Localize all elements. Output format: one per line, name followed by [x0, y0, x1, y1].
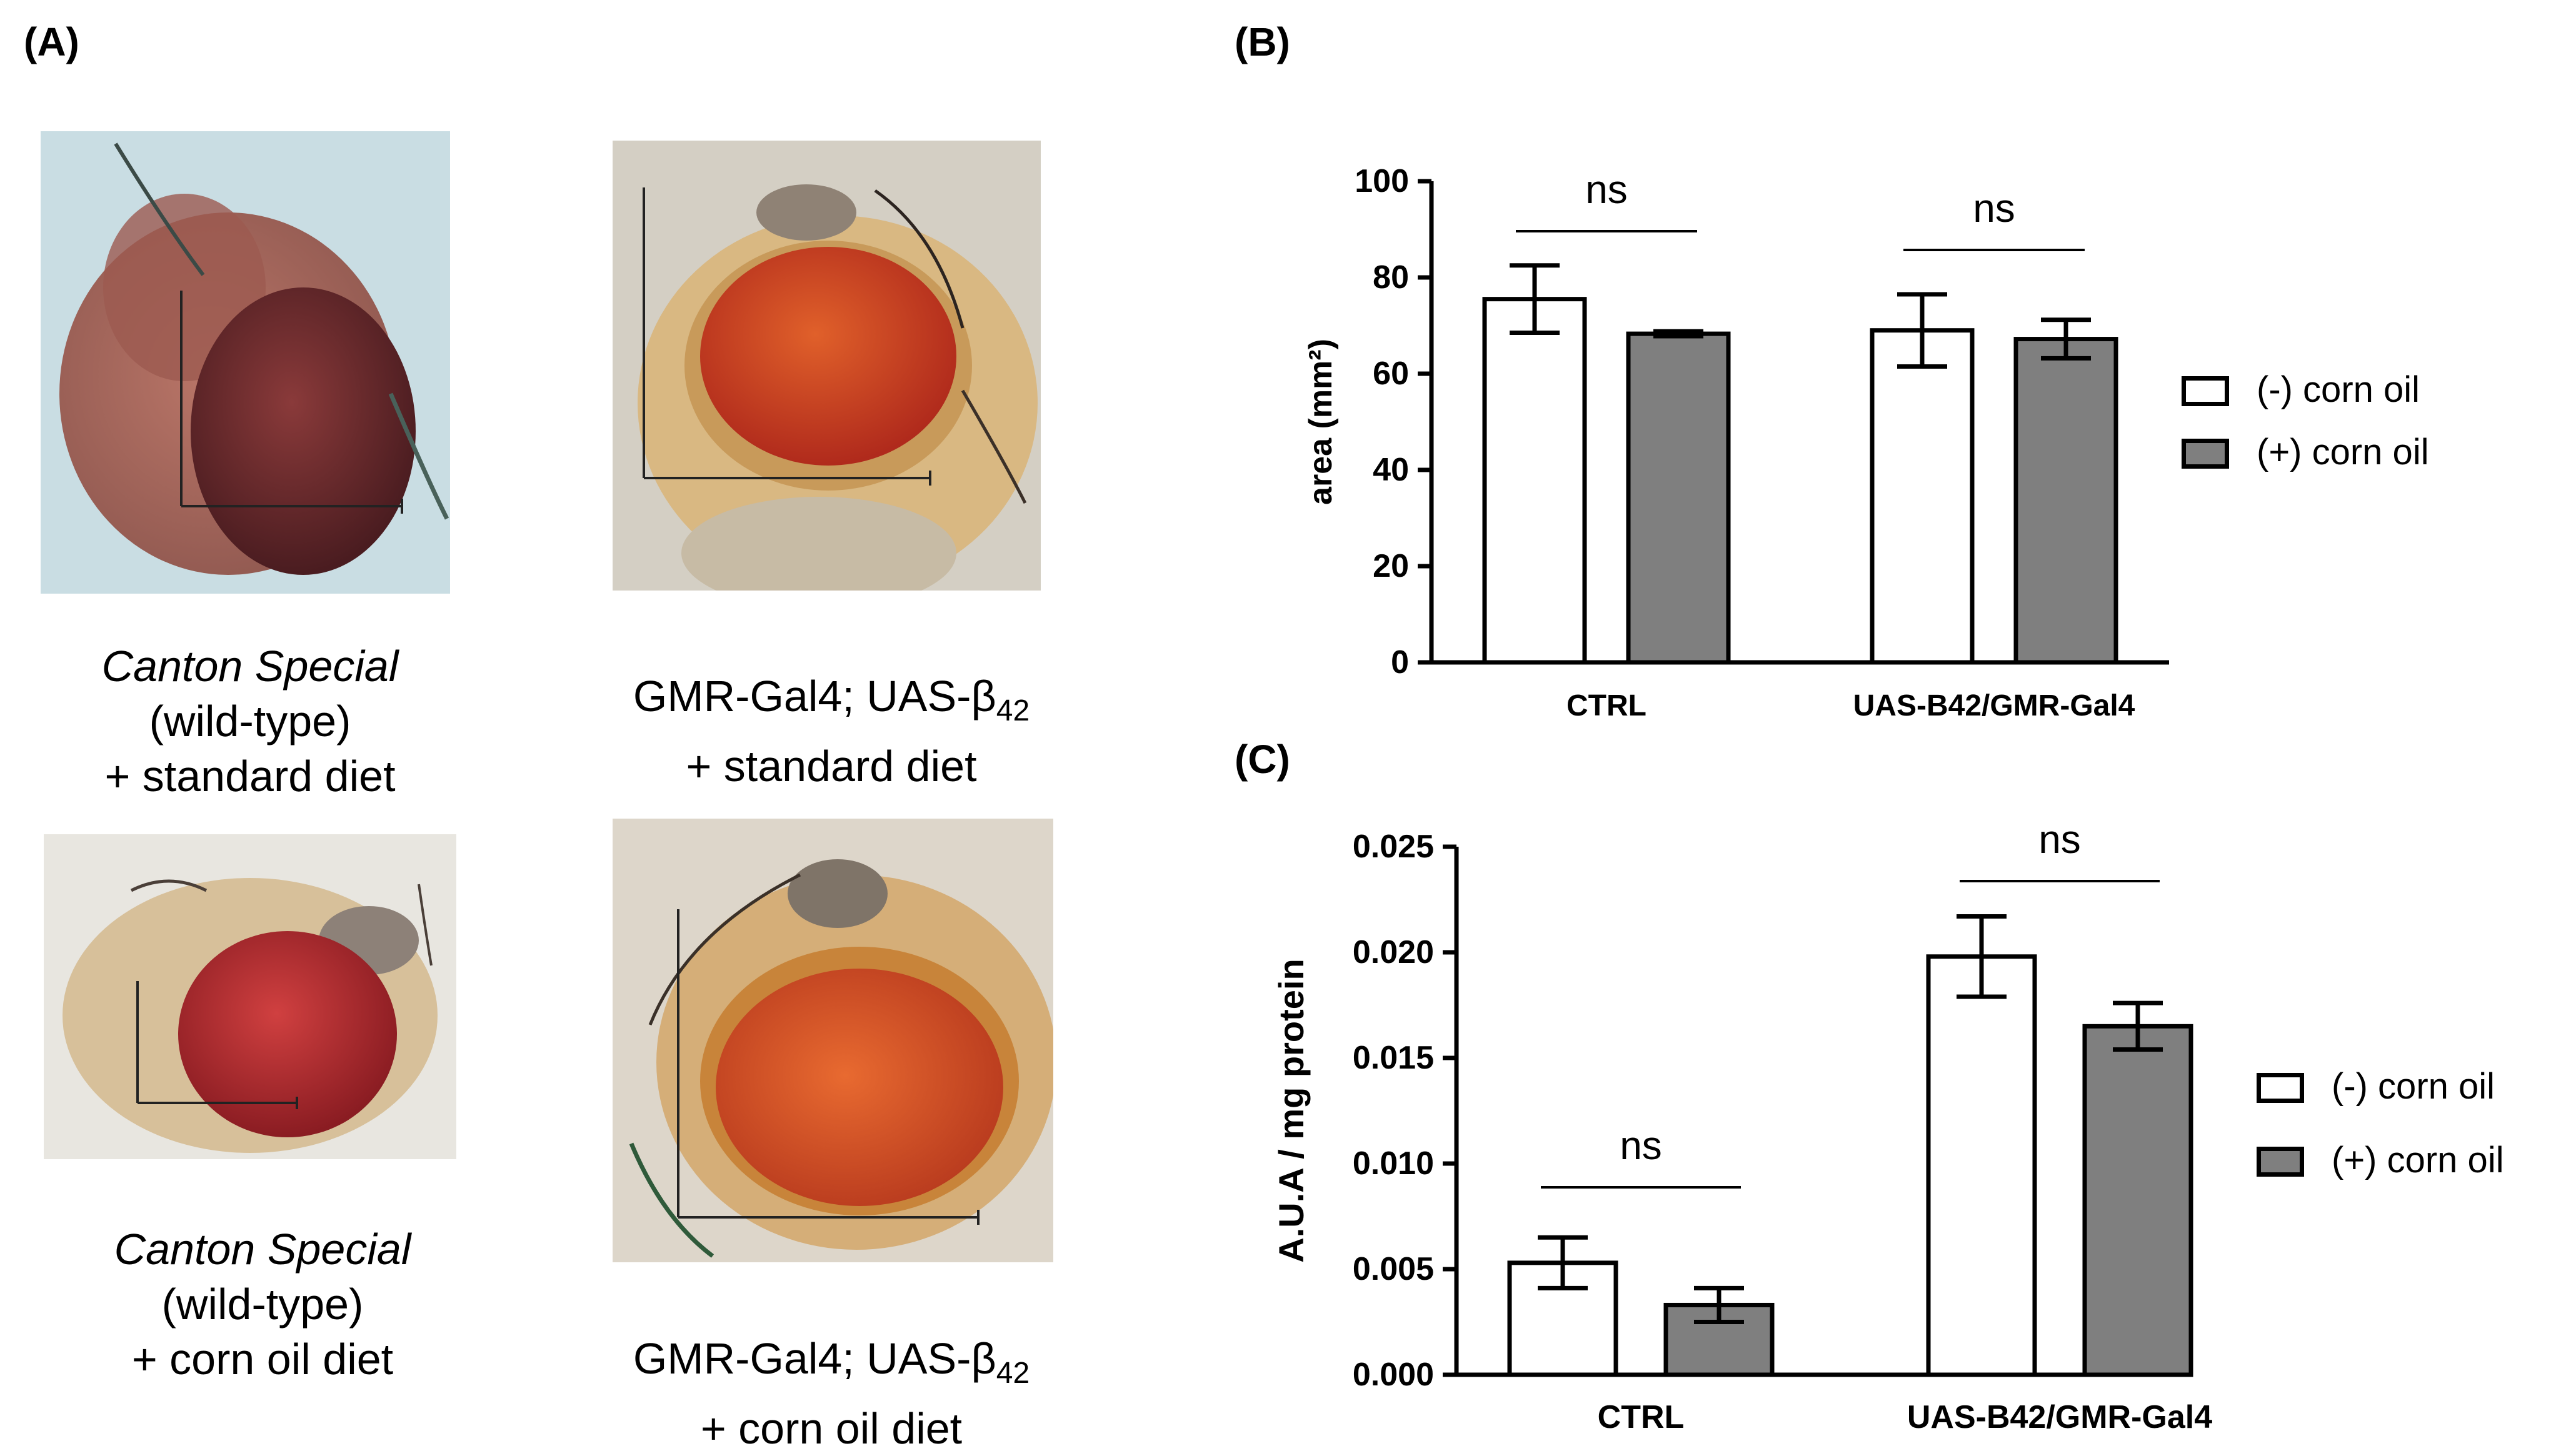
caption-gmr-standard: GMR-Gal4; UAS-β42 + standard diet — [563, 669, 1100, 794]
fly-eye-photo-wildtype-cornoil — [44, 834, 456, 1159]
bar — [1626, 331, 1731, 665]
y-tick-label: 20 — [1373, 548, 1409, 584]
caption-genotype-sub: 42 — [996, 694, 1030, 727]
caption-genotype: GMR-Gal4; UAS-β — [633, 1334, 996, 1383]
caption-line: + standard diet — [104, 752, 396, 800]
caption-line: (wild-type) — [149, 697, 351, 745]
chart-b-area: 0 20 40 60 80 100 area (mm²) CTRL ns UAS-B42/GMR-… — [1281, 144, 2219, 744]
caption-genotype-sub: 42 — [996, 1357, 1030, 1390]
legend-swatch-neg — [2257, 1073, 2304, 1103]
y-tick-label: 0.010 — [1353, 1145, 1434, 1182]
legend-swatch-pos — [2182, 439, 2229, 469]
y-tick-label: 0.015 — [1353, 1040, 1434, 1076]
significance-label: ns — [2038, 817, 2081, 862]
chart-c-aua: 0.000 0.005 0.010 0.015 0.020 0.025 A.U.A / mg… — [1269, 812, 2269, 1444]
legend-label-neg: (-) corn oil — [2332, 1066, 2495, 1107]
y-tick-label: 0.025 — [1353, 829, 1434, 865]
significance-label: ns — [1973, 186, 2015, 231]
caption-wildtype-cornoil: Canton Special (wild-type) + corn oil di… — [38, 1222, 488, 1387]
caption-line: + standard diet — [686, 742, 977, 790]
bar — [1482, 297, 1587, 665]
y-tick-label: 0.005 — [1353, 1251, 1434, 1287]
y-tick-label: 0.020 — [1353, 934, 1434, 970]
chart-c-svg: 0.000 0.005 0.010 0.015 0.020 0.025 A.U.A / mg… — [1271, 817, 2212, 1435]
caption-line: + corn oil diet — [131, 1335, 394, 1384]
panel-label-c: (C) — [1235, 737, 1290, 782]
legend-label-neg: (-) corn oil — [2257, 369, 2420, 410]
legend-swatch-pos — [2257, 1147, 2304, 1177]
caption-strain: Canton Special — [101, 642, 399, 691]
panel-label-b: (B) — [1235, 19, 1290, 64]
x-tick-label: CTRL — [1566, 689, 1646, 722]
legend-label-pos: (+) corn oil — [2257, 432, 2429, 472]
bar — [1870, 328, 1975, 665]
x-tick-label: UAS-B42/GMR-Gal4 — [1853, 689, 2135, 722]
x-tick-label: CTRL — [1598, 1399, 1685, 1435]
legend-label-pos: (+) corn oil — [2332, 1140, 2504, 1180]
y-tick-label: 40 — [1373, 452, 1409, 488]
caption-gmr-cornoil: GMR-Gal4; UAS-β42 + corn oil diet — [563, 1331, 1100, 1456]
legend-swatch-neg — [2182, 376, 2229, 406]
caption-wildtype-standard: Canton Special (wild-type) + standard di… — [25, 639, 475, 804]
bar — [1926, 954, 2037, 1377]
y-tick-label: 60 — [1373, 356, 1409, 392]
bar — [2013, 337, 2118, 665]
fly-eye-photo-gmr-standard — [613, 141, 1041, 591]
x-tick-label: UAS-B42/GMR-Gal4 — [1907, 1399, 2212, 1435]
y-tick-label: 80 — [1373, 259, 1409, 296]
y-tick-label: 0 — [1391, 644, 1409, 681]
y-tick-label: 100 — [1355, 163, 1409, 199]
caption-line: + corn oil diet — [700, 1404, 963, 1453]
y-axis-label: area (mm²) — [1303, 339, 1339, 505]
caption-genotype: GMR-Gal4; UAS-β — [633, 672, 996, 721]
chart-b-svg: 0 20 40 60 80 100 area (mm²) CTRL ns UAS-B42/GMR-… — [1303, 163, 2169, 722]
y-tick-label: 0.000 — [1353, 1357, 1434, 1393]
caption-strain: Canton Special — [114, 1225, 411, 1274]
bar — [2082, 1024, 2193, 1377]
y-axis-label: A.U.A / mg protein — [1271, 959, 1311, 1262]
significance-label: ns — [1620, 1123, 1662, 1168]
fly-eye-photo-gmr-cornoil — [613, 819, 1053, 1262]
fly-eye-photo-wildtype-standard — [41, 131, 450, 594]
panel-label-a: (A) — [24, 19, 79, 64]
significance-label: ns — [1585, 167, 1628, 212]
caption-line: (wild-type) — [161, 1280, 364, 1329]
